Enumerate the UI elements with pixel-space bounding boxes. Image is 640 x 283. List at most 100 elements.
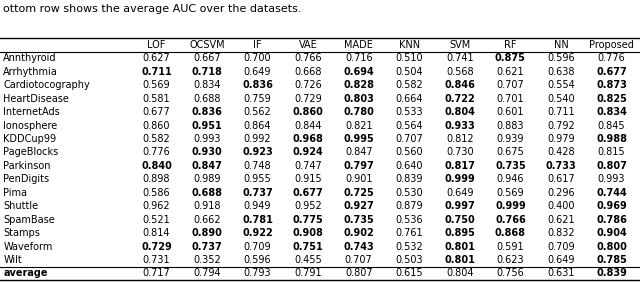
Text: PageBlocks: PageBlocks xyxy=(3,147,58,157)
Text: 0.617: 0.617 xyxy=(547,174,575,184)
Text: 0.915: 0.915 xyxy=(294,174,322,184)
Text: 0.901: 0.901 xyxy=(345,174,372,184)
Text: 0.621: 0.621 xyxy=(547,215,575,225)
Text: 0.890: 0.890 xyxy=(191,228,223,238)
Text: 0.766: 0.766 xyxy=(495,215,526,225)
Text: 0.540: 0.540 xyxy=(547,94,575,104)
Text: 0.979: 0.979 xyxy=(547,134,575,144)
Text: 0.804: 0.804 xyxy=(444,107,476,117)
Text: 0.834: 0.834 xyxy=(596,107,627,117)
Text: 0.568: 0.568 xyxy=(446,67,474,77)
Text: 0.834: 0.834 xyxy=(193,80,221,90)
Text: NN: NN xyxy=(554,40,568,50)
Text: 0.649: 0.649 xyxy=(446,188,474,198)
Text: 0.992: 0.992 xyxy=(244,134,271,144)
Text: 0.873: 0.873 xyxy=(596,80,627,90)
Text: Shuttle: Shuttle xyxy=(3,201,38,211)
Text: 0.969: 0.969 xyxy=(596,201,627,211)
Text: 0.922: 0.922 xyxy=(242,228,273,238)
Text: 0.803: 0.803 xyxy=(343,94,374,104)
Text: 0.968: 0.968 xyxy=(292,134,324,144)
Text: 0.883: 0.883 xyxy=(497,121,524,130)
Text: 0.615: 0.615 xyxy=(396,269,423,278)
Text: 0.667: 0.667 xyxy=(193,53,221,63)
Text: 0.562: 0.562 xyxy=(244,107,271,117)
Text: 0.737: 0.737 xyxy=(191,242,223,252)
Text: 0.930: 0.930 xyxy=(191,147,223,157)
Text: 0.737: 0.737 xyxy=(242,188,273,198)
Text: 0.868: 0.868 xyxy=(495,228,526,238)
Text: 0.554: 0.554 xyxy=(547,80,575,90)
Text: MADE: MADE xyxy=(344,40,373,50)
Text: 0.631: 0.631 xyxy=(547,269,575,278)
Text: 0.296: 0.296 xyxy=(547,188,575,198)
Text: SpamBase: SpamBase xyxy=(3,215,55,225)
Text: 0.759: 0.759 xyxy=(244,94,271,104)
Text: 0.999: 0.999 xyxy=(495,201,526,211)
Text: SVM: SVM xyxy=(449,40,470,50)
Text: 0.564: 0.564 xyxy=(396,121,423,130)
Text: 0.623: 0.623 xyxy=(497,255,524,265)
Text: OCSVM: OCSVM xyxy=(189,40,225,50)
Text: 0.729: 0.729 xyxy=(141,242,172,252)
Text: 0.949: 0.949 xyxy=(244,201,271,211)
Text: 0.581: 0.581 xyxy=(143,94,170,104)
Text: 0.582: 0.582 xyxy=(143,134,170,144)
Text: 0.569: 0.569 xyxy=(143,80,170,90)
Text: 0.825: 0.825 xyxy=(596,94,627,104)
Text: KDDCup99: KDDCup99 xyxy=(3,134,56,144)
Text: 0.864: 0.864 xyxy=(244,121,271,130)
Text: 0.793: 0.793 xyxy=(244,269,271,278)
Text: 0.918: 0.918 xyxy=(193,201,221,211)
Text: 0.923: 0.923 xyxy=(242,147,273,157)
Text: 0.649: 0.649 xyxy=(547,255,575,265)
Text: 0.904: 0.904 xyxy=(596,228,627,238)
Text: 0.688: 0.688 xyxy=(191,188,223,198)
Text: 0.668: 0.668 xyxy=(294,67,322,77)
Text: 0.536: 0.536 xyxy=(396,215,423,225)
Text: Annthyroid: Annthyroid xyxy=(3,53,57,63)
Text: 0.845: 0.845 xyxy=(598,121,625,130)
Text: 0.722: 0.722 xyxy=(444,94,476,104)
Text: 0.707: 0.707 xyxy=(396,134,423,144)
Text: 0.797: 0.797 xyxy=(343,161,374,171)
Text: 0.596: 0.596 xyxy=(244,255,271,265)
Text: 0.503: 0.503 xyxy=(396,255,423,265)
Text: 0.560: 0.560 xyxy=(396,147,423,157)
Text: 0.586: 0.586 xyxy=(143,188,170,198)
Text: 0.860: 0.860 xyxy=(143,121,170,130)
Text: 0.807: 0.807 xyxy=(596,161,627,171)
Text: 0.814: 0.814 xyxy=(143,228,170,238)
Text: 0.677: 0.677 xyxy=(292,188,324,198)
Text: 0.756: 0.756 xyxy=(497,269,524,278)
Text: 0.675: 0.675 xyxy=(497,147,524,157)
Text: 0.766: 0.766 xyxy=(294,53,322,63)
Text: 0.817: 0.817 xyxy=(444,161,476,171)
Text: 0.707: 0.707 xyxy=(345,255,372,265)
Text: 0.962: 0.962 xyxy=(143,201,170,211)
Text: 0.352: 0.352 xyxy=(193,255,221,265)
Text: 0.716: 0.716 xyxy=(345,53,372,63)
Text: 0.995: 0.995 xyxy=(343,134,374,144)
Text: 0.761: 0.761 xyxy=(396,228,423,238)
Text: 0.621: 0.621 xyxy=(497,67,524,77)
Text: 0.664: 0.664 xyxy=(396,94,423,104)
Text: ottom row shows the average AUC over the datasets.: ottom row shows the average AUC over the… xyxy=(3,4,301,14)
Text: 0.847: 0.847 xyxy=(191,161,223,171)
Text: VAE: VAE xyxy=(299,40,317,50)
Text: 0.952: 0.952 xyxy=(294,201,322,211)
Text: 0.718: 0.718 xyxy=(191,67,223,77)
Text: 0.735: 0.735 xyxy=(343,215,374,225)
Text: 0.694: 0.694 xyxy=(343,67,374,77)
Text: 0.569: 0.569 xyxy=(497,188,524,198)
Text: 0.601: 0.601 xyxy=(497,107,524,117)
Text: 0.726: 0.726 xyxy=(294,80,322,90)
Text: 0.927: 0.927 xyxy=(343,201,374,211)
Text: 0.875: 0.875 xyxy=(495,53,526,63)
Text: 0.879: 0.879 xyxy=(396,201,423,211)
Text: 0.744: 0.744 xyxy=(596,188,627,198)
Text: 0.902: 0.902 xyxy=(343,228,374,238)
Text: 0.428: 0.428 xyxy=(547,147,575,157)
Text: 0.741: 0.741 xyxy=(446,53,474,63)
Text: 0.785: 0.785 xyxy=(596,255,627,265)
